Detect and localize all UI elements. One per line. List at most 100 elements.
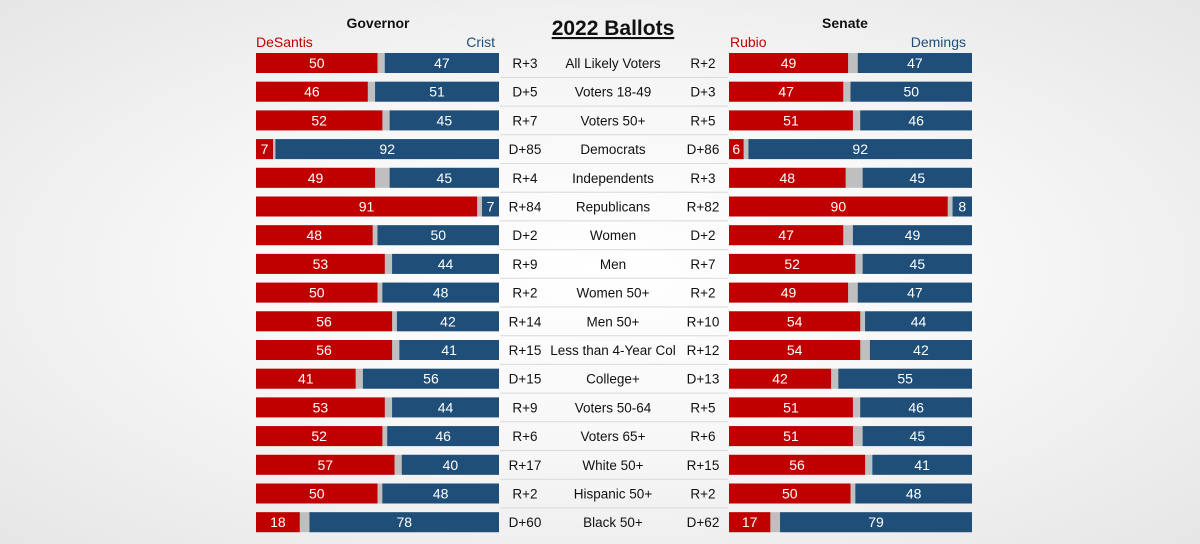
governor-margin: R+9	[512, 400, 537, 415]
governor-dem-value: 45	[437, 112, 453, 128]
chart-title: 2022 Ballots	[552, 17, 675, 40]
row-group-label: Less than 4-Year Col	[550, 343, 676, 358]
row-group-label: Men 50+	[587, 314, 640, 329]
governor-rep-value: 50	[309, 55, 325, 71]
senate-margin: D+2	[690, 228, 715, 243]
row-group-label: All Likely Voters	[565, 56, 661, 71]
governor-rep-value: 48	[307, 227, 323, 243]
governor-rep-value: 52	[311, 428, 327, 444]
senate-dem-value: 8	[958, 199, 966, 215]
row-group-label: Women 50+	[577, 286, 650, 301]
governor-dem-bar	[384, 53, 499, 73]
row-group-label: Voters 65+	[581, 429, 646, 444]
rows: All Likely Voters 50 47 R+3 49 47 R+2 Voters 18…	[256, 53, 972, 533]
governor-dem-bar	[362, 368, 499, 389]
senate-dem-value: 45	[910, 256, 926, 272]
governor-rep-bar	[256, 167, 376, 188]
governor-margin: R+84	[509, 200, 542, 215]
senate-margin: R+15	[687, 458, 720, 473]
governor-rep-bar	[256, 110, 383, 131]
governor-header: Governor	[346, 15, 410, 31]
senate-header: Senate	[822, 15, 868, 31]
senate-dem-bar	[850, 81, 972, 102]
senate-rep-value: 17	[742, 514, 758, 530]
senate-margin: R+3	[690, 171, 715, 186]
row-group-label: Republicans	[576, 200, 651, 215]
governor-rep-bar	[256, 368, 356, 389]
row-group-label: Women	[590, 228, 636, 243]
governor-dem-value: 40	[443, 457, 459, 473]
governor-dem-bar	[392, 397, 499, 418]
governor-dem-bar	[382, 483, 499, 504]
governor-dem-value: 42	[440, 313, 456, 329]
governor-dem-bar	[377, 225, 499, 246]
senate-dem-bar	[860, 110, 972, 131]
senate-rep-value: 6	[732, 141, 740, 157]
governor-dem-bar	[389, 110, 499, 131]
governor-dem-bar	[399, 340, 499, 360]
governor-dem-value: 47	[434, 55, 450, 71]
governor-rep-bar	[256, 81, 368, 102]
senate-dem-value: 47	[907, 55, 923, 71]
governor-margin: R+15	[509, 343, 542, 358]
row-group-label: White 50+	[582, 458, 643, 473]
governor-dem-value: 56	[423, 371, 439, 387]
governor-dem-value: 48	[433, 285, 449, 301]
senate-margin: D+86	[687, 142, 720, 157]
governor-rep-value: 50	[309, 486, 325, 502]
governor-margin: R+3	[512, 56, 537, 71]
governor-margin: D+5	[512, 85, 537, 100]
governor-dem-bar	[275, 139, 499, 160]
senate-dem-value: 41	[914, 457, 930, 473]
governor-rep-value: 56	[316, 313, 332, 329]
governor-margin: D+15	[509, 372, 542, 387]
senate-margin: R+10	[687, 314, 720, 329]
row-group-label: Voters 18-49	[575, 85, 652, 100]
senate-rep-bar	[729, 196, 948, 217]
governor-rep-value: 56	[316, 342, 332, 358]
senate-rep-bar	[729, 512, 771, 533]
senate-rep-value: 54	[787, 342, 803, 358]
governor-rep-value: 91	[359, 199, 375, 215]
row-group-label: Voters 50-64	[575, 400, 652, 415]
senate-rep-bar	[729, 81, 844, 102]
governor-rep-value: 52	[311, 112, 327, 128]
senate-rep-value: 51	[783, 399, 799, 415]
governor-rep-value: 57	[317, 457, 333, 473]
senate-rep-bar	[729, 397, 853, 418]
senate-dem-value: 46	[908, 112, 924, 128]
governor-dem-value: 78	[396, 514, 412, 530]
senate-margin: R+2	[690, 286, 715, 301]
senate-rep-value: 52	[784, 256, 800, 272]
governor-dem-value: 45	[437, 170, 453, 186]
governor-margin: R+14	[509, 314, 542, 329]
senate-dem-value: 49	[905, 227, 921, 243]
senate-rep-bar	[729, 53, 849, 73]
governor-rep-value: 50	[309, 285, 325, 301]
row-group-label: Voters 50+	[581, 113, 646, 128]
governor-dem-bar	[309, 512, 499, 533]
senate-rep-value: 90	[831, 199, 847, 215]
senate-rep-value: 47	[778, 227, 794, 243]
senate-rep-bar	[729, 426, 853, 447]
senate-dem-bar	[852, 225, 972, 246]
senate-dem-bar	[857, 53, 972, 73]
governor-dem-name: Crist	[466, 34, 495, 50]
senate-dem-bar	[780, 512, 972, 533]
governor-dem-value: 44	[438, 399, 454, 415]
senate-rep-value: 56	[789, 457, 805, 473]
governor-rep-value: 53	[313, 256, 329, 272]
senate-rep-bar	[729, 253, 856, 274]
governor-margin: R+17	[509, 458, 542, 473]
governor-rep-value: 18	[270, 514, 286, 530]
governor-dem-bar	[382, 282, 499, 303]
governor-rep-name: DeSantis	[256, 34, 313, 50]
senate-rep-name: Rubio	[730, 34, 767, 50]
senate-dem-bar	[862, 253, 972, 274]
senate-dem-value: 92	[852, 141, 868, 157]
senate-rep-value: 48	[780, 170, 796, 186]
senate-rep-value: 51	[783, 112, 799, 128]
governor-rep-bar	[256, 225, 373, 246]
governor-margin: D+85	[509, 142, 542, 157]
governor-margin: R+7	[512, 113, 537, 128]
